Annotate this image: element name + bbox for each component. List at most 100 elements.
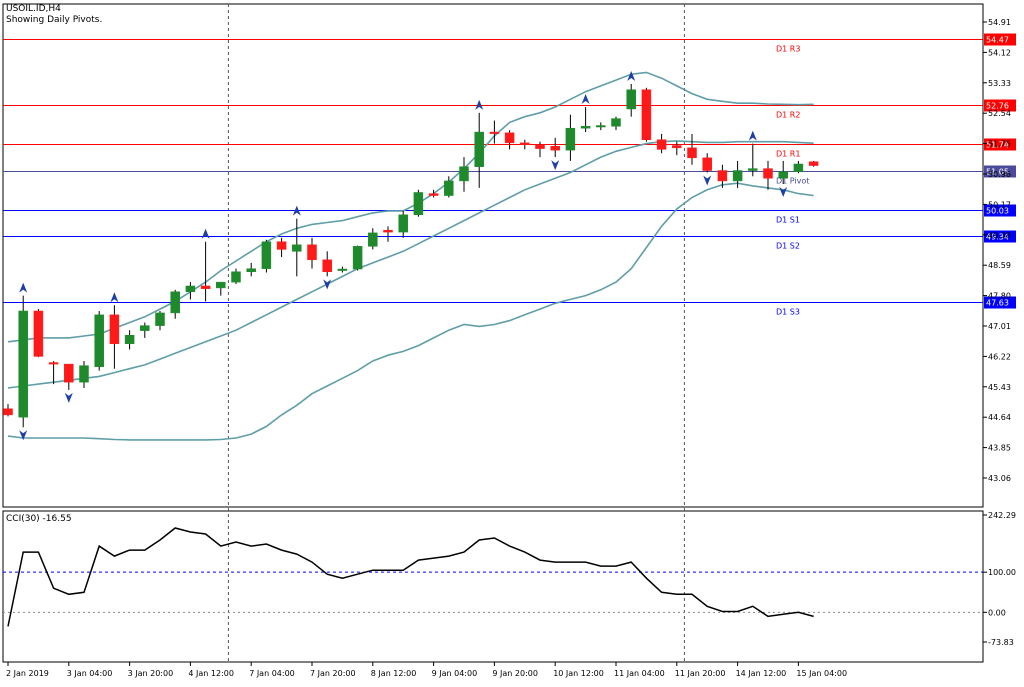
price-tick-label: 52.54 [988,109,1011,118]
price-tick-label: 54.91 [988,18,1011,27]
candle-body [231,271,241,283]
symbol-label: USOIL.ID,H4 [6,4,61,14]
price-tick-label: 43.85 [988,444,1011,453]
price-axis: 54.91 54.12 53.33 52.54 51.75 50.96 50.17 49.38… [983,18,1011,483]
fractal-up-arrow [748,130,757,141]
candle-body [155,312,165,326]
candle-body [216,281,226,289]
candle-body [140,325,150,331]
fractal-up-arrow [201,228,210,239]
candle-body [428,193,439,196]
time-tick-label: 4 Jan 12:00 [188,669,234,678]
time-tick-label: 7 Jan 20:00 [310,669,356,678]
candle-body [352,246,363,270]
candle-body [413,192,424,216]
price-tag-text: 49.34 [986,233,1009,242]
cci-line [7,527,814,627]
candle-body [64,363,74,383]
time-tick-label: 8 Jan 12:00 [371,669,417,678]
candle-body [732,170,743,182]
price-tick-label: 54.12 [988,48,1011,57]
fractal-up-arrow [19,282,28,293]
candle-body [170,291,180,314]
price-tag-text: 54.47 [986,36,1009,45]
fractal-up-arrow [627,70,636,81]
candle-body [717,170,728,182]
price-tag-bg [984,204,1016,217]
candle-body [185,285,196,293]
price-tick-label: 48.59 [988,261,1011,270]
time-tick-label: 2 Jan 2019 [6,669,49,678]
price-tag-bg [984,296,1016,309]
candle-body [94,314,104,368]
candle-body [611,118,621,127]
pivot-line-label: D1 R3 [776,45,800,54]
candle-body [702,157,712,171]
candle-body [398,214,408,233]
price-tag-text: 51.74 [986,141,1009,150]
price-tick-label: 45.43 [988,383,1011,392]
fractal-up-arrow [581,94,590,105]
pivot-lines: D1 R3 54.47 D1 R2 52.76 D1 R1 51.74 D1 Pivot 51… [3,33,1016,317]
price-tag-bg [984,138,1016,151]
price-tick-label: 43.06 [988,474,1011,483]
price-tag-bg [984,33,1016,46]
time-tick-label: 11 Jan 20:00 [675,669,726,678]
cci-panel: 242.29 100.00 0.00 -73.83 [3,511,1016,647]
candle-body [276,241,287,250]
candle-body [474,131,484,167]
cci-tick-label: -73.83 [988,638,1014,647]
candle-body [109,314,120,344]
candle-body [337,268,348,271]
candles [3,83,819,428]
fractal-up-arrow [110,292,119,303]
pivot-line-label: D1 S2 [776,242,800,251]
candle-body [748,168,758,171]
pivot-line-label: D1 S3 [776,308,800,317]
price-tick-label: 51.75 [988,140,1011,149]
price-tag-text: 50.03 [986,207,1009,216]
candle-body [793,163,804,172]
price-tick-label: 47.80 [988,292,1011,301]
bollinger-lower-line [7,182,814,441]
fractal-down-arrow [703,175,712,186]
price-tag-text: 47.63 [986,299,1009,308]
candle-body [200,285,211,289]
candle-body [504,132,515,144]
time-tick-label: 3 Jan 04:00 [67,669,113,678]
time-tick-label: 3 Jan 20:00 [128,669,174,678]
candle-body [489,131,500,134]
candle-body [292,244,302,252]
cci-panel-frame [2,510,984,663]
main-panel-grid [2,3,984,663]
pivot-line-label: D1 Pivot [776,177,809,186]
fractal-arrows [19,70,788,441]
fractal-up-arrow [292,205,301,216]
candle-body [656,139,667,150]
candle-body [368,232,378,247]
candle-body [763,168,773,179]
time-tick-label: 10 Jan 12:00 [553,669,604,678]
candle-body [307,244,317,261]
candle-body [246,268,256,272]
bollinger-upper-line [7,71,814,343]
cci-tick-label: 242.29 [988,511,1016,520]
fractal-down-arrow [779,187,788,198]
candle-body [322,259,332,272]
cci-label: CCI(30) -16.55 [6,514,72,524]
candle-body [3,408,13,416]
candle-body [18,310,28,418]
bollinger-bands [7,71,814,441]
time-tick-label: 11 Jan 04:00 [614,669,665,678]
price-tick-label: 47.01 [988,322,1011,331]
candle-body [626,89,636,110]
price-tag-bg [984,165,1016,178]
candle-body [444,180,454,196]
price-tag-bg [984,99,1016,112]
cci-tick-label: 0.00 [988,608,1006,617]
indicator-subtitle: Showing Daily Pivots. [6,15,103,25]
price-tag-text: 52.76 [986,102,1009,111]
candle-body [383,229,393,233]
